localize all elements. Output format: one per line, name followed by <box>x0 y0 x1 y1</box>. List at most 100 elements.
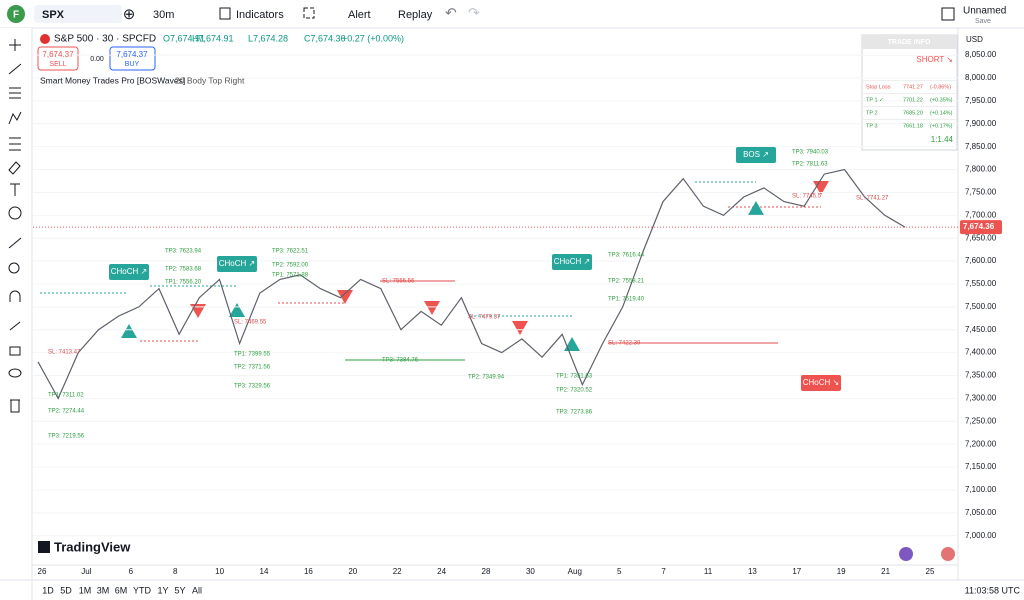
target-label: TP3: 7384.76 <box>382 358 419 364</box>
buy-button[interactable] <box>109 46 156 71</box>
target-label: TP2: 7583.68 <box>165 267 202 273</box>
clock: 11:03:58 UTC <box>965 585 1021 595</box>
legend-title: S&P 500 · 30 · SPCFD <box>54 34 156 45</box>
target-label: TP3: 7623.94 <box>165 249 202 255</box>
range-button[interactable]: All <box>192 585 202 595</box>
stop-label: SL: 7741.27 <box>856 196 889 202</box>
replay[interactable]: Replay <box>398 9 433 21</box>
level-lines <box>40 181 821 361</box>
x-tick-label: 26 <box>38 567 47 576</box>
x-tick-label: 20 <box>348 567 357 576</box>
y-tick-label: 7,450.00 <box>965 325 997 334</box>
layout-name[interactable]: Unnamed <box>963 6 1006 17</box>
currency: USD <box>966 35 983 44</box>
signal-box <box>217 256 257 272</box>
y-tick-label: 8,050.00 <box>965 50 997 59</box>
indicators[interactable]: Indicators <box>236 9 284 21</box>
legend-low: L7,674.28 <box>248 33 288 43</box>
range-button[interactable]: 6M <box>115 585 128 595</box>
spread: 0.00 <box>90 56 104 63</box>
signal-label: CHoCH ↗ <box>219 259 255 268</box>
save[interactable]: Save <box>975 18 991 25</box>
layouts-icon[interactable] <box>303 7 315 19</box>
stop-label: SL: 7556.56 <box>382 279 415 285</box>
x-tick-label: 28 <box>482 567 491 576</box>
symbol-logo <box>40 34 50 44</box>
trade-cell: 7661.18 <box>903 123 923 129</box>
x-tick-label: 14 <box>260 567 269 576</box>
range-button[interactable]: 5D <box>60 585 72 595</box>
sell-button[interactable] <box>37 46 79 71</box>
legend-change: +0.27 (+0.00%) <box>342 33 404 43</box>
flag-icon[interactable] <box>941 547 955 561</box>
signal-label: CHoCH ↗ <box>554 257 590 266</box>
legend-high: H7,674.91 <box>192 33 234 43</box>
symbol[interactable]: SPX <box>42 9 65 21</box>
target-label: TP3: 7940.03 <box>792 150 829 156</box>
news-icon[interactable] <box>899 547 913 561</box>
interval[interactable]: 30m <box>153 9 174 21</box>
range-button[interactable]: 5Y <box>174 585 185 595</box>
y-tick-label: 7,900.00 <box>965 119 997 128</box>
y-tick-label: 7,350.00 <box>965 371 997 380</box>
trade-cell: 7741.27 <box>903 84 923 90</box>
y-tick-label: 7,250.00 <box>965 416 997 425</box>
drawing-tools[interactable] <box>8 39 22 413</box>
signal-box <box>109 264 149 280</box>
indicator-args: 20 Body Top Right <box>175 75 245 85</box>
target-label: TP1: 7519.40 <box>608 297 645 303</box>
target-label: TP3: 7622.51 <box>272 249 309 255</box>
target-label: TP1: 7351.63 <box>556 374 593 380</box>
symbol-box[interactable] <box>34 5 122 23</box>
y-tick-label: 7,300.00 <box>965 394 997 403</box>
range-button[interactable]: 1M <box>79 585 92 595</box>
x-tick-label: 17 <box>792 567 801 576</box>
buy-price: 7,674.37 <box>116 50 148 59</box>
target-label: TP2: 7811.63 <box>792 162 828 168</box>
signal-box <box>736 147 776 163</box>
last-price-label: 7,674.36 <box>963 222 995 231</box>
x-tick-label: 22 <box>393 567 402 576</box>
y-tick-label: 7,600.00 <box>965 256 997 265</box>
range-button[interactable]: 1D <box>42 585 54 595</box>
range-button[interactable]: YTD <box>133 585 152 595</box>
alert[interactable]: Alert <box>348 9 371 21</box>
x-tick-label: 25 <box>926 567 935 576</box>
y-tick-label: 7,100.00 <box>965 485 997 494</box>
x-tick-label: 7 <box>661 567 666 576</box>
stop-label: SL: 7745.5 <box>792 194 822 200</box>
y-tick-label: 7,200.00 <box>965 439 997 448</box>
target-label: TP3: 7273.86 <box>556 410 593 416</box>
target-label: TP3: 7219.56 <box>48 434 85 440</box>
trade-cell: (-0.86%) <box>930 84 951 90</box>
avatar[interactable] <box>7 5 25 23</box>
x-tick-label: 30 <box>526 567 535 576</box>
undo[interactable]: ↶ <box>445 5 457 21</box>
target-label: TP1: 7311.02 <box>48 393 84 399</box>
stop-label: SL: 7469.55 <box>234 320 267 326</box>
trade-cell: TP 2 <box>866 110 878 116</box>
x-tick-label: 11 <box>704 567 713 576</box>
target-label: TP2: 7558.21 <box>608 279 645 285</box>
y-tick-label: 7,050.00 <box>965 508 997 517</box>
y-tick-label: 8,000.00 <box>965 73 997 82</box>
x-tick-label: 8 <box>173 567 178 576</box>
target-label: TP1: 7399.55 <box>234 352 271 358</box>
compare-icon[interactable]: ⊕ <box>123 6 136 23</box>
x-tick-label: 21 <box>881 567 890 576</box>
y-tick-label: 7,150.00 <box>965 462 997 471</box>
target-label: TP3: 7616.44 <box>608 253 645 259</box>
avatar-letter: F <box>13 10 19 21</box>
x-tick-label: 6 <box>129 567 134 576</box>
y-tick-label: 7,750.00 <box>965 188 997 197</box>
fullscreen[interactable] <box>941 7 955 21</box>
target-label: TP2: 7320.52 <box>556 388 593 394</box>
sell-price: 7,674.37 <box>42 50 74 59</box>
y-tick-label: 7,550.00 <box>965 279 997 288</box>
range-button[interactable]: 1Y <box>157 585 168 595</box>
trade-cell: 7685.20 <box>903 110 923 116</box>
target-label: TP2: 7592.00 <box>272 263 309 269</box>
range-button[interactable]: 3M <box>97 585 110 595</box>
trade-cell: (+0.14%) <box>930 110 953 116</box>
